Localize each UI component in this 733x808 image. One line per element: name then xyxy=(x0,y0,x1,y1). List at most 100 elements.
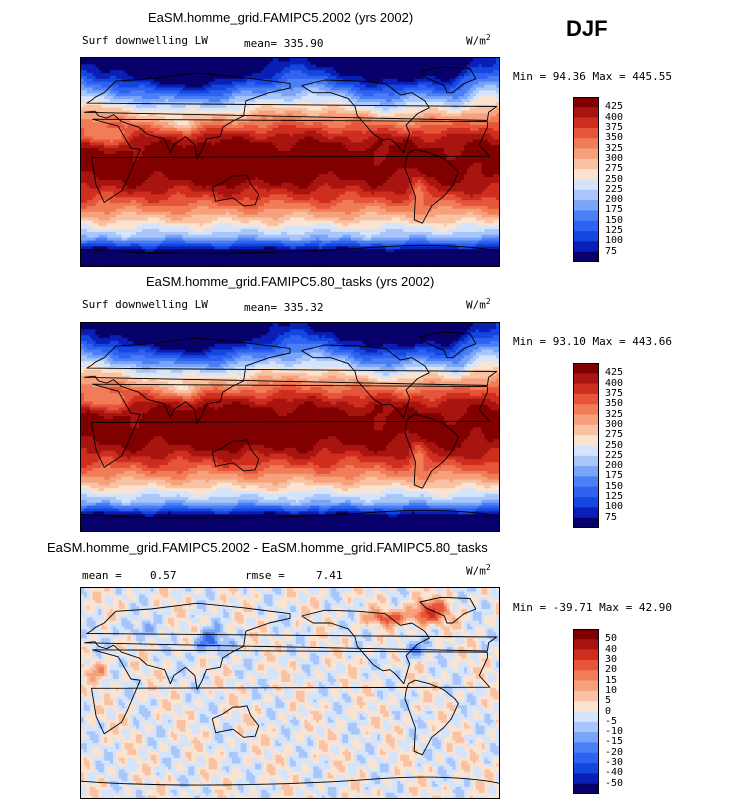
colorbar-tick-label: 400 xyxy=(605,112,623,123)
colorbar-swatch xyxy=(573,189,599,201)
coastline xyxy=(301,79,430,154)
panel2-units: W/m2 xyxy=(466,297,491,312)
colorbar-tick-label: 250 xyxy=(605,440,623,451)
colorbar-swatch xyxy=(573,486,599,498)
colorbar-tick-label: 350 xyxy=(605,398,623,409)
field-cells xyxy=(81,58,499,266)
colorbar-tick-label: 0 xyxy=(605,706,611,717)
colorbar-swatch xyxy=(573,690,599,702)
field-cells xyxy=(81,588,499,798)
colorbar-tick-label: -15 xyxy=(605,736,623,747)
colorbar-tick-label: 175 xyxy=(605,470,623,481)
panel2-colorbar xyxy=(573,363,599,528)
colorbar-tick-label: 10 xyxy=(605,685,617,696)
colorbar-tick-label: -40 xyxy=(605,767,623,778)
colorbar-swatch xyxy=(573,383,599,395)
colorbar-frame xyxy=(573,97,599,262)
panel2-title: EaSM.homme_grid.FAMIPC5.80_tasks (yrs 20… xyxy=(146,274,434,289)
panel3-units: W/m2 xyxy=(466,563,491,578)
colorbar-tick-label: -10 xyxy=(605,726,623,737)
colorbar-swatch xyxy=(573,97,599,108)
colorbar-swatch xyxy=(573,435,599,446)
colorbar-swatch xyxy=(573,517,599,528)
coastline xyxy=(211,174,260,207)
coastline xyxy=(81,776,499,786)
colorbar-tick-label: 15 xyxy=(605,675,617,686)
coastline xyxy=(81,509,499,519)
colorbar-swatch xyxy=(573,179,599,191)
colorbar-tick-label: 50 xyxy=(605,633,617,644)
colorbar-swatch xyxy=(573,629,599,640)
colorbar-swatch xyxy=(573,455,599,467)
colorbar-swatch xyxy=(573,241,599,252)
colorbar-swatch xyxy=(573,220,599,232)
coastline xyxy=(84,602,498,690)
coastline xyxy=(301,609,430,685)
field-cells xyxy=(81,323,499,531)
colorbar-tick-label: -5 xyxy=(605,716,617,727)
colorbar-tick-label: 200 xyxy=(605,194,623,205)
coastline xyxy=(419,331,477,359)
colorbar-tick-label: 125 xyxy=(605,491,623,502)
colorbar-swatch xyxy=(573,763,599,774)
colorbar-tick-label: 5 xyxy=(605,695,611,706)
colorbar-swatch xyxy=(573,752,599,764)
colorbar-swatch xyxy=(573,507,599,518)
colorbar-tick-label: -50 xyxy=(605,778,623,789)
coastline xyxy=(91,383,491,468)
colorbar-frame xyxy=(573,629,599,794)
colorbar-frame xyxy=(573,363,599,528)
colorbar-swatch xyxy=(573,210,599,222)
colorbar-swatch xyxy=(573,169,599,180)
colorbar-swatch xyxy=(573,363,599,374)
colorbar-swatch xyxy=(573,476,599,488)
coastline xyxy=(404,413,459,489)
colorbar-tick-label: 20 xyxy=(605,664,617,675)
coastline xyxy=(84,337,498,424)
panel2-variable-label: Surf downwelling LW xyxy=(82,298,208,311)
colorbar-tick-label: 325 xyxy=(605,409,623,420)
colorbar-swatch xyxy=(573,732,599,743)
panel3-min-max: Min = -39.71 Max = 42.90 xyxy=(513,601,672,614)
colorbar-swatch xyxy=(573,659,599,671)
colorbar-swatch xyxy=(573,670,599,681)
colorbar-tick-label: 200 xyxy=(605,460,623,471)
colorbar-tick-label: 150 xyxy=(605,481,623,492)
panel2-map xyxy=(80,322,500,532)
colorbar-tick-label: 275 xyxy=(605,429,623,440)
panel2-map-svg xyxy=(81,323,499,531)
colorbar-tick-label: 100 xyxy=(605,501,623,512)
colorbar-tick-label: -30 xyxy=(605,757,623,768)
colorbar-tick-label: 375 xyxy=(605,388,623,399)
colorbar-tick-label: 30 xyxy=(605,654,617,665)
panel3-rmse-label: rmse = xyxy=(245,569,285,582)
colorbar-tick-label: -20 xyxy=(605,747,623,758)
colorbar-tick-label: 225 xyxy=(605,184,623,195)
panel3-map-svg xyxy=(81,588,499,798)
panel1-title: EaSM.homme_grid.FAMIPC5.2002 (yrs 2002) xyxy=(148,10,413,25)
coastline xyxy=(91,649,491,735)
panel1-mean: mean= 335.90 xyxy=(244,37,323,50)
colorbar-tick-label: 175 xyxy=(605,204,623,215)
panel1-colorbar xyxy=(573,97,599,262)
panel3-title: EaSM.homme_grid.FAMIPC5.2002 - EaSM.homm… xyxy=(47,540,488,555)
colorbar-swatch xyxy=(573,251,599,262)
colorbar-swatch xyxy=(573,107,599,118)
panel1-map-svg xyxy=(81,58,499,266)
panel1-map xyxy=(80,57,500,267)
colorbar-tick-label: 325 xyxy=(605,143,623,154)
colorbar-tick-label: 250 xyxy=(605,174,623,185)
colorbar-swatch xyxy=(573,711,599,723)
colorbar-swatch xyxy=(573,373,599,384)
colorbar-swatch xyxy=(573,231,599,242)
colorbar-swatch xyxy=(573,424,599,436)
coastline xyxy=(81,244,499,254)
colorbar-swatch xyxy=(573,773,599,784)
colorbar-swatch xyxy=(573,721,599,733)
colorbar-swatch xyxy=(573,497,599,508)
panel3-colorbar xyxy=(573,629,599,794)
colorbar-tick-label: 150 xyxy=(605,215,623,226)
panel3-mean-value: 0.57 xyxy=(150,569,177,582)
colorbar-tick-label: 400 xyxy=(605,378,623,389)
colorbar-swatch xyxy=(573,414,599,426)
